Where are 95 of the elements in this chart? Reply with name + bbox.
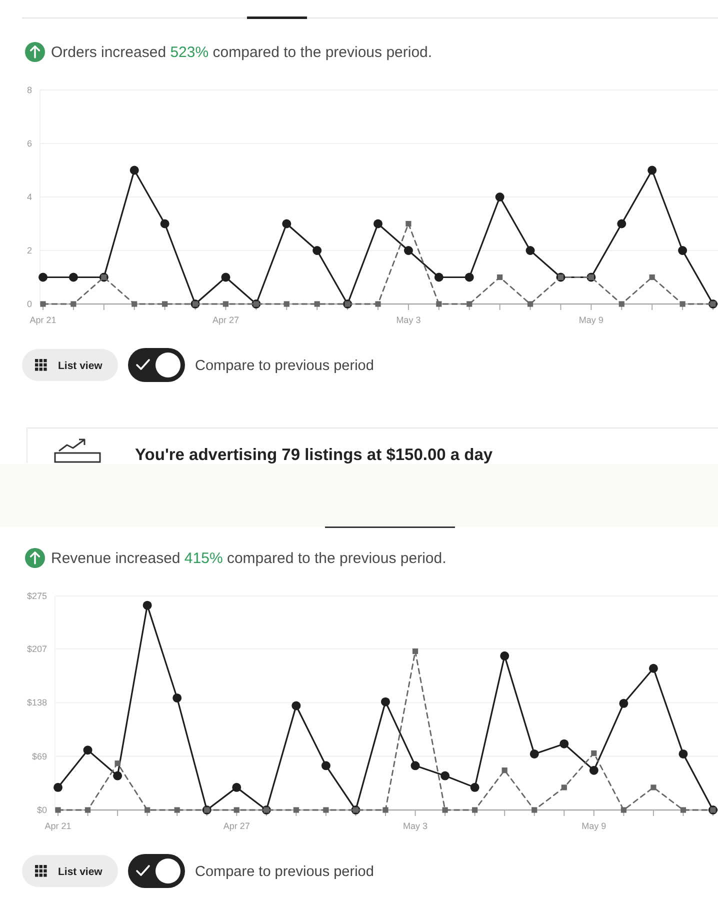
point: [648, 166, 657, 175]
y-tick-label: 0: [26, 299, 32, 309]
y-tick-label: 8: [26, 85, 32, 95]
point: [500, 651, 510, 660]
point: [54, 782, 62, 792]
point: [55, 807, 61, 813]
y-tick-label: $69: [32, 751, 47, 762]
point: [113, 771, 122, 780]
point: [526, 246, 535, 255]
point: [404, 246, 413, 255]
point: [440, 771, 450, 780]
point: [284, 301, 290, 307]
point: [114, 760, 120, 766]
text: Compare to previous period: [195, 864, 374, 880]
point: [530, 749, 539, 758]
point: [436, 301, 442, 307]
x-tick-label: May 3: [403, 821, 428, 831]
x-tick-label: May 9: [578, 315, 604, 325]
point: [560, 739, 569, 748]
point: [502, 768, 508, 774]
point: [617, 219, 626, 228]
x-tick-label: Apr 27: [223, 821, 250, 831]
chart-title: Revenue increased 415% compared to the previous period.: [51, 550, 446, 567]
point: [620, 807, 626, 813]
point: [314, 301, 320, 307]
y-tick-label: 6: [26, 138, 32, 148]
point: [527, 301, 534, 307]
y-tick-label: $0: [36, 805, 47, 815]
point: [38, 272, 48, 282]
text: Compare to previous period: [195, 358, 374, 374]
point: [160, 219, 170, 228]
point: [375, 301, 381, 307]
point: [619, 698, 628, 708]
point: [495, 192, 504, 202]
point: [222, 301, 229, 307]
x-tick-label: Apr 27: [212, 315, 239, 325]
point: [84, 807, 91, 813]
point: [172, 693, 182, 702]
point: [591, 750, 597, 756]
point: [221, 272, 230, 282]
point: [532, 807, 538, 813]
point: [648, 664, 658, 673]
point: [174, 807, 180, 813]
point: [466, 301, 472, 307]
y-tick-label: 2: [26, 246, 32, 256]
x-tick-label: May 9: [582, 821, 606, 831]
point: [464, 272, 474, 282]
point: [382, 807, 388, 813]
point: [680, 301, 686, 307]
point: [83, 746, 92, 755]
point: [162, 301, 168, 307]
point: [472, 807, 478, 813]
y-tick-label: 4: [26, 192, 32, 202]
x-tick-label: May 3: [396, 315, 421, 325]
text: You're advertising 79 listings at $150.00 a day: [135, 446, 494, 464]
point: [374, 219, 382, 228]
point: [312, 246, 322, 255]
x-tick-label: Apr 21: [30, 315, 56, 325]
point: [618, 301, 624, 307]
point: [680, 807, 686, 813]
point: [470, 782, 480, 792]
point: [321, 761, 330, 770]
point: [497, 274, 503, 280]
point: [40, 301, 46, 307]
point: [142, 600, 152, 610]
point: [68, 272, 78, 282]
point: [144, 807, 150, 813]
point: [293, 807, 299, 813]
point: [412, 648, 418, 654]
point: [410, 761, 420, 770]
point: [292, 701, 301, 710]
chart-title: Orders increased 523% compared to the previous period.: [51, 44, 432, 61]
point: [234, 807, 240, 813]
point: [678, 246, 688, 255]
point: [406, 220, 412, 227]
y-tick-label: $207: [26, 644, 47, 654]
point: [678, 749, 688, 758]
point: [132, 301, 138, 307]
text: List view: [58, 866, 104, 878]
point: [434, 272, 444, 282]
point: [650, 784, 656, 790]
text: List view: [58, 360, 104, 372]
y-tick-label: $275: [26, 591, 47, 601]
y-tick-label: $138: [26, 698, 47, 708]
point: [130, 166, 139, 175]
point: [70, 301, 76, 307]
point: [442, 807, 448, 813]
point: [323, 807, 329, 813]
point: [381, 697, 390, 706]
point: [589, 766, 598, 775]
point: [232, 782, 242, 792]
point: [649, 274, 655, 280]
x-tick-label: Apr 21: [44, 821, 72, 831]
point: [282, 219, 292, 228]
point: [561, 784, 567, 790]
